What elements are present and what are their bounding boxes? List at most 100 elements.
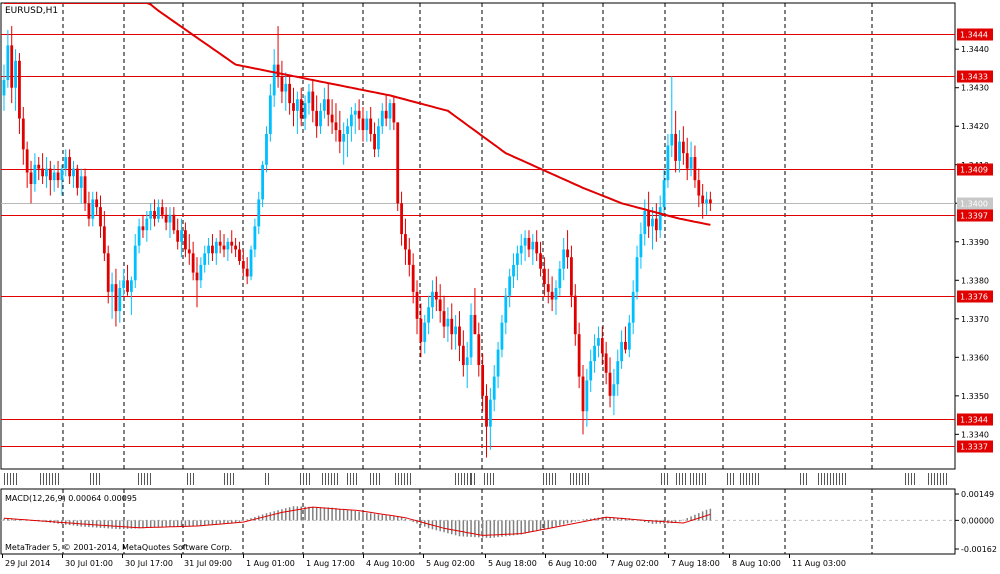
candle-body: [110, 284, 114, 292]
x-tick-label: 4 Aug 10:00: [366, 559, 415, 568]
candle-body: [589, 361, 593, 381]
candle-body: [573, 295, 577, 335]
candle-body: [377, 126, 380, 150]
candle-body: [411, 264, 415, 292]
macd-label: MACD(12,26,9) 0.00064 0.00095: [5, 494, 137, 503]
candle-body: [515, 253, 519, 265]
candle-body: [531, 241, 535, 250]
candle-body: [404, 234, 407, 250]
candle-body: [550, 291, 554, 300]
candle-body: [56, 172, 60, 181]
candle-body: [539, 253, 542, 269]
candle-body: [21, 118, 25, 150]
candle-body: [504, 295, 508, 323]
symbol-label: EURUSD,H1: [5, 6, 58, 16]
candle-body: [369, 118, 373, 134]
moving-average: [4, 3, 711, 226]
candle-body: [396, 122, 400, 204]
candle-body: [214, 241, 218, 254]
macd-grid: [1, 489, 955, 554]
horizontal-levels: [1, 34, 955, 447]
level-tag-label: 1.3409: [960, 166, 988, 175]
main-chart-frame: [0, 2, 956, 470]
candle-body: [705, 199, 708, 204]
candle-body: [207, 245, 210, 254]
candle-body: [87, 203, 91, 219]
level-tag-label: 1.3337: [960, 443, 988, 452]
x-tick-label: 7 Aug 18:00: [671, 559, 720, 568]
candle-body: [83, 176, 87, 204]
candle-body: [693, 157, 697, 181]
candle-body: [41, 168, 44, 177]
candle-body: [292, 103, 295, 111]
candle-body: [658, 207, 662, 231]
level-tag-label: 1.3344: [960, 416, 988, 425]
candle-body: [639, 234, 643, 258]
candle-body: [612, 384, 616, 396]
candle-body: [238, 249, 241, 262]
candle-body: [627, 322, 631, 350]
candle-body: [384, 110, 388, 119]
level-tag-label: 1.3397: [960, 212, 988, 221]
candle-body: [33, 164, 37, 185]
candle-body: [284, 83, 288, 92]
candle-body: [496, 349, 500, 377]
candle-body: [276, 64, 280, 77]
candle-body: [543, 268, 546, 285]
candle-body: [218, 241, 222, 246]
level-tag: [957, 209, 993, 222]
candle-body: [265, 133, 268, 165]
candle-body: [48, 168, 52, 181]
candle-body: [689, 157, 693, 169]
candle-body: [577, 334, 581, 377]
candle-body: [631, 291, 635, 323]
candle-body: [211, 245, 214, 254]
y-tick-label: 1.3340: [961, 430, 989, 439]
candle-body: [118, 287, 122, 312]
candle-body: [72, 168, 75, 177]
candle-body: [407, 249, 411, 265]
candle-body: [523, 237, 527, 246]
candle-body: [249, 249, 253, 277]
macd-axis: 0.00149 0.00000 -0.00162: [955, 490, 997, 554]
candle-body: [176, 230, 180, 242]
ma-line: [4, 3, 711, 226]
candle-body: [477, 334, 481, 366]
candle-body: [91, 199, 95, 219]
candle-body: [295, 99, 299, 111]
candle-body: [373, 133, 376, 150]
candle-body: [129, 280, 133, 292]
candle-body: [6, 45, 10, 81]
candle-body: [685, 153, 689, 169]
candle-body: [79, 176, 83, 188]
y-tick-label: 1.3360: [961, 353, 989, 362]
candle-body: [608, 372, 612, 396]
candle-body: [230, 241, 234, 246]
candle-body: [446, 318, 450, 327]
candle-body: [701, 195, 705, 204]
candle-body: [241, 261, 245, 269]
level-tag-label: 1.3444: [960, 31, 988, 40]
candle-body: [666, 145, 670, 181]
x-tick-label: 11 Aug 03:00: [792, 559, 846, 568]
candle-body: [485, 395, 488, 427]
candle-body: [461, 345, 465, 366]
candle-body: [307, 91, 311, 104]
candle-body: [527, 237, 531, 250]
price-axis: 1.34401.34301.34201.34101.34001.33901.33…: [955, 45, 989, 439]
candle-body: [203, 253, 207, 265]
candle-body: [473, 314, 477, 335]
candle-body: [168, 214, 172, 223]
level-tag: [957, 28, 993, 41]
candle-body: [400, 203, 403, 235]
candle-body: [597, 338, 600, 346]
candle-body: [488, 399, 492, 427]
candle-body: [122, 280, 126, 288]
current-price-tag: [957, 197, 993, 210]
level-tag: [957, 440, 993, 453]
candle-body: [465, 357, 469, 366]
candle-body: [554, 287, 558, 300]
candle-body: [149, 210, 153, 219]
x-tick-label: 29 Jul 2014: [5, 559, 50, 568]
